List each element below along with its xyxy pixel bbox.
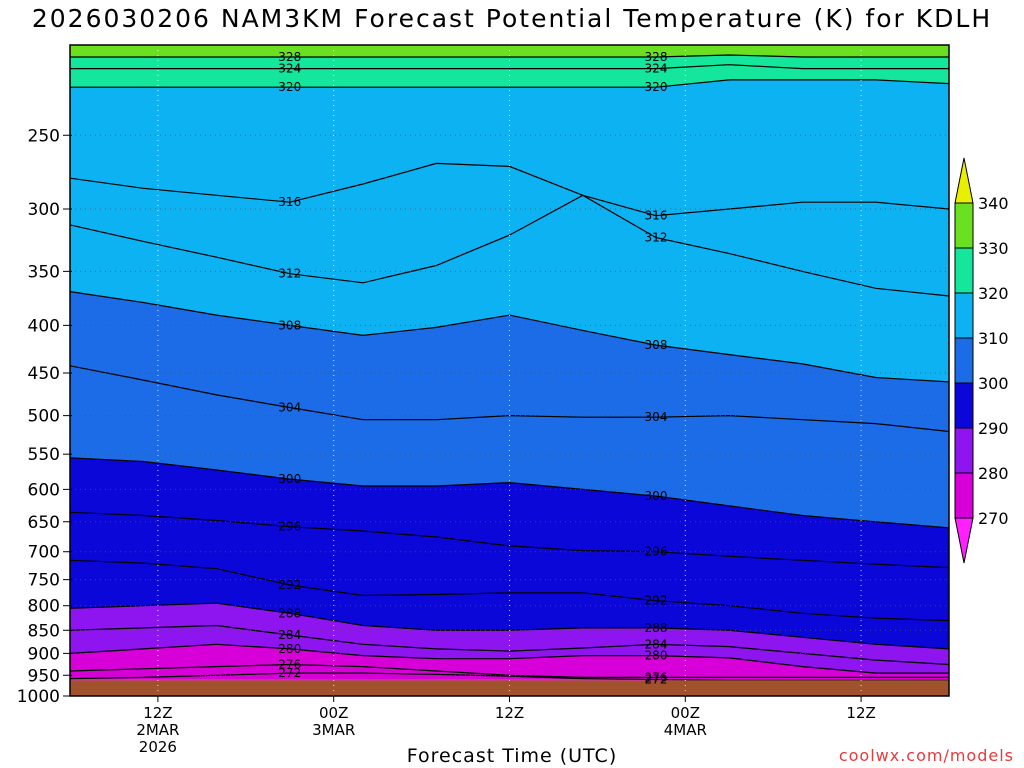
contour-292 <box>70 559 949 622</box>
contour-label-284: 284 <box>645 637 668 651</box>
x-tick-label: 12Z <box>495 704 524 722</box>
colorbar-max-arrow <box>954 157 974 204</box>
colorbar-label: 310 <box>978 329 1009 348</box>
x-tick-label: 00Z <box>319 704 348 722</box>
colorbar-label: 270 <box>978 509 1009 528</box>
contour-label-296: 296 <box>645 545 668 559</box>
x-tick-label: 12Z <box>846 704 875 722</box>
contour-label-280: 280 <box>278 642 301 656</box>
credit-link[interactable]: coolwx.com/models <box>838 746 1014 765</box>
x-tick-label: 4MAR <box>664 721 707 739</box>
y-tick-label: 800 <box>28 597 60 617</box>
colorbar-label: 340 <box>978 194 1009 213</box>
x-tick-label: 00Z <box>671 704 700 722</box>
y-tick-label: 1000 <box>17 687 60 707</box>
contour-label-288: 288 <box>645 621 668 635</box>
contour-label-324: 324 <box>645 62 668 76</box>
y-tick-label: 900 <box>28 644 60 664</box>
contour-label-304: 304 <box>645 410 668 424</box>
x-tick-label: 2026 <box>139 738 177 756</box>
y-tick-label: 250 <box>28 126 60 146</box>
y-tick-label: 500 <box>28 407 60 427</box>
y-tick-label: 600 <box>28 480 60 500</box>
contour-label-320: 320 <box>645 80 668 94</box>
colorbar-segment <box>954 202 974 249</box>
colorbar-label: 300 <box>978 374 1009 393</box>
contour-label-296: 296 <box>278 520 301 534</box>
colorbar-label: 280 <box>978 464 1009 483</box>
contour-label-300: 300 <box>278 472 301 486</box>
x-axis-title: Forecast Time (UTC) <box>406 745 618 767</box>
contour-label-312: 312 <box>645 231 668 245</box>
contour-300 <box>70 457 949 529</box>
colorbar-label: 320 <box>978 284 1009 303</box>
y-tick-label: 700 <box>28 543 60 563</box>
chart-title: 2026030206 NAM3KM Forecast Potential Tem… <box>31 4 993 33</box>
colorbar-segment <box>954 427 974 474</box>
contour-328 <box>70 54 949 58</box>
contour-label-292: 292 <box>645 594 668 608</box>
contour-label-320: 320 <box>278 80 301 94</box>
contour-label-308: 308 <box>278 318 301 332</box>
contour-label-284: 284 <box>278 628 301 642</box>
x-tick-label: 2MAR <box>136 721 179 739</box>
colorbar-label: 290 <box>978 419 1009 438</box>
contour-label-316: 316 <box>278 195 301 209</box>
contour-label-328: 328 <box>645 50 668 64</box>
colorbar-segment <box>954 247 974 294</box>
contour-label-328: 328 <box>278 50 301 64</box>
y-tick-label: 650 <box>28 513 60 533</box>
contour-324 <box>70 64 949 70</box>
contour-label-316: 316 <box>645 209 668 223</box>
contour-label-324: 324 <box>278 62 301 76</box>
colorbar-segment <box>954 337 974 384</box>
colorbar-segment <box>954 292 974 339</box>
contour-label-292: 292 <box>278 578 301 592</box>
x-tick-label: 3MAR <box>312 721 355 739</box>
y-tick-label: 350 <box>28 262 60 282</box>
contour-280 <box>70 643 949 674</box>
colorbar-label: 330 <box>978 239 1009 258</box>
y-tick-label: 550 <box>28 445 60 465</box>
y-tick-label: 400 <box>28 316 60 336</box>
contour-label-308: 308 <box>645 338 668 352</box>
contour-label-276: 276 <box>278 657 301 671</box>
contour-label-312: 312 <box>278 267 301 281</box>
contour-320 <box>70 79 949 88</box>
ground-below-surface <box>70 680 949 696</box>
contour-label-272: 272 <box>278 666 301 680</box>
contour-label-272: 272 <box>645 672 668 686</box>
y-axis-labels: 250 300 350 400 450 500 550 600 650 700 750 800 850 9… <box>17 126 72 707</box>
contour-284 <box>70 624 949 666</box>
grid-lines <box>70 45 949 697</box>
colorbar-segment <box>954 472 974 519</box>
contour-label-276: 276 <box>645 670 668 684</box>
colorbar-min-arrow <box>954 517 974 564</box>
x-tick-label: 12Z <box>143 704 172 722</box>
contour-label-280: 280 <box>645 649 668 663</box>
y-tick-label: 450 <box>28 364 60 384</box>
contour-label-304: 304 <box>278 400 301 414</box>
y-tick-label: 300 <box>28 200 60 220</box>
y-tick-label: 750 <box>28 571 60 591</box>
contour-label-300: 300 <box>645 489 668 503</box>
contour-label-288: 288 <box>278 606 301 620</box>
colorbar-segment <box>954 382 974 429</box>
y-tick-label: 950 <box>28 666 60 686</box>
y-tick-label: 850 <box>28 621 60 641</box>
contour-316 <box>70 162 949 217</box>
colorbar: 340 330 320 310 300 290 280 270 <box>954 157 1009 564</box>
